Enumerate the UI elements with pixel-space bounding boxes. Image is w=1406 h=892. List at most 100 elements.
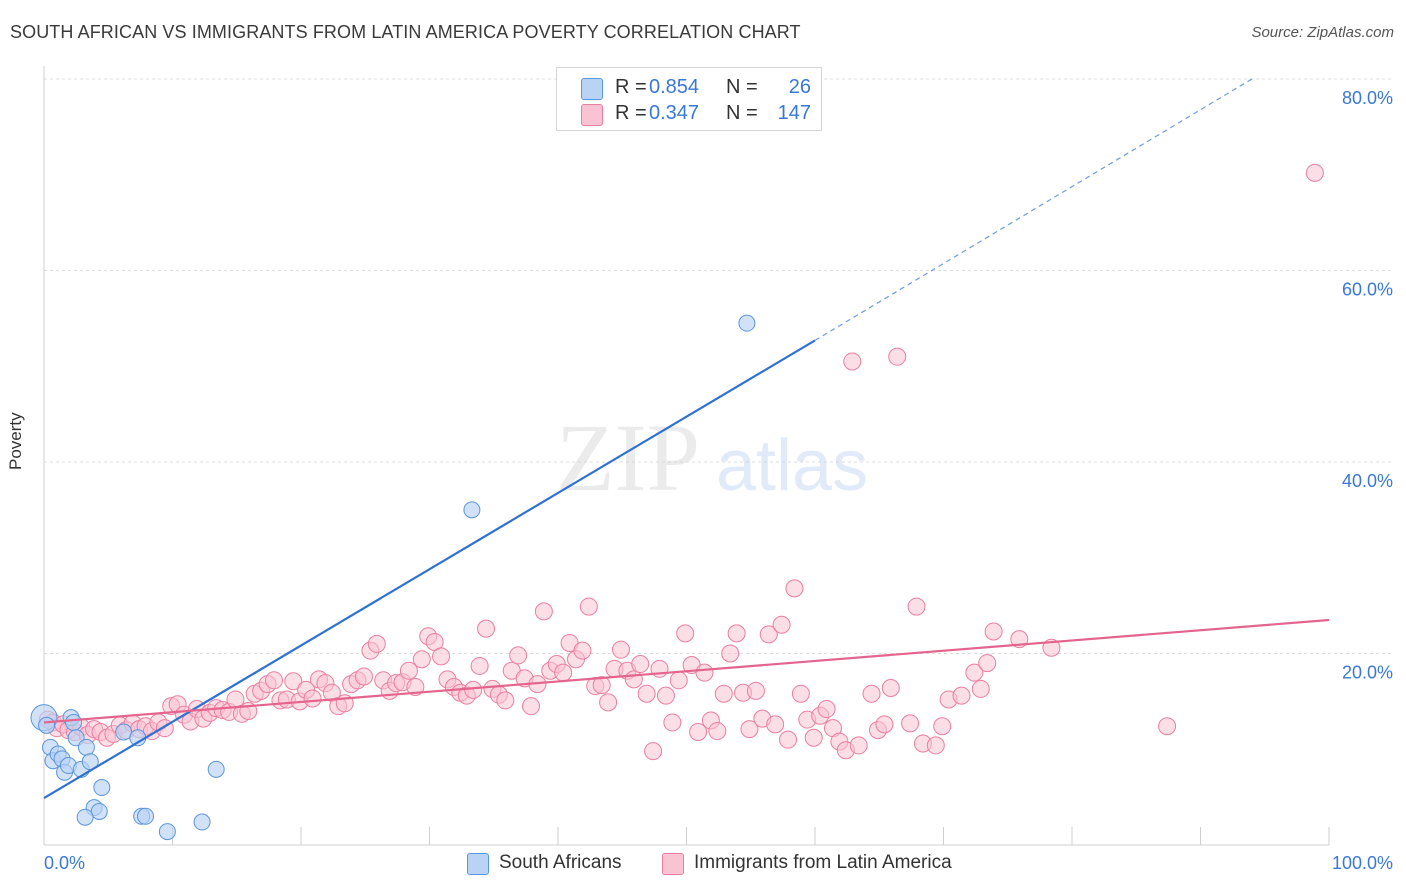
latin-america-point: [714, 684, 733, 703]
legend-swatch-pink: [581, 104, 603, 126]
south-african-point: [65, 713, 83, 731]
latin-america-point: [367, 634, 386, 653]
latin-america-point: [579, 597, 598, 616]
south-african-point: [90, 802, 108, 820]
latin-america-point: [509, 646, 528, 665]
latin-america-point: [522, 697, 541, 716]
legend-r-label: R =: [615, 76, 647, 98]
latin-america-point: [740, 720, 759, 739]
latin-america-point: [708, 722, 727, 741]
latin-america-point: [759, 625, 778, 644]
south-african-point: [193, 813, 211, 831]
bottom-legend-swatch-blue: [467, 853, 489, 875]
latin-america-trend-line: [43, 618, 1330, 724]
latin-america-point: [888, 347, 907, 366]
south-african-point: [463, 501, 481, 519]
latin-america-point: [881, 678, 900, 697]
latin-america-point: [721, 644, 740, 663]
latin-america-point: [849, 736, 868, 755]
latin-america-point: [470, 656, 489, 675]
chart-title: SOUTH AFRICAN VS IMMIGRANTS FROM LATIN A…: [10, 22, 801, 42]
latin-america-point: [496, 691, 515, 710]
latin-america-point: [785, 579, 804, 598]
tick-labels: 20.0% 40.0% 60.0% 80.0% 0.0% 100.0%: [44, 88, 1393, 873]
latin-america-point: [695, 663, 714, 682]
latin-america-point: [907, 597, 926, 616]
south-african-point: [77, 738, 95, 756]
latin-america-point: [952, 686, 971, 705]
y-tick-label: 40.0%: [1342, 471, 1393, 491]
latin-america-point: [965, 663, 984, 682]
latin-america-point: [573, 641, 592, 660]
south-africans-points: [30, 314, 756, 841]
legend-r-value: 0.347: [649, 102, 700, 124]
bottom-legend-label: Immigrants from Latin America: [694, 852, 952, 873]
latin-america-point: [637, 684, 656, 703]
latin-america-point: [303, 689, 322, 708]
latin-america-point: [412, 650, 431, 669]
latin-america-point: [676, 624, 695, 643]
latin-america-point: [669, 671, 688, 690]
y-tick-label: 60.0%: [1342, 280, 1393, 300]
trend-lines: [43, 78, 1330, 800]
latin-america-point: [779, 730, 798, 749]
latin-america-point: [746, 681, 765, 700]
latin-america-point: [791, 684, 810, 703]
latin-america-point: [644, 742, 663, 761]
latin-america-point: [599, 693, 618, 712]
legend-n-value: 147: [777, 102, 811, 124]
south-african-point: [115, 723, 133, 741]
legend-n-value: 26: [788, 76, 811, 98]
latin-america-point: [843, 352, 862, 371]
bottom-legend-swatch-pink: [662, 853, 684, 875]
latin-america-point: [611, 640, 630, 659]
latin-america-point: [432, 647, 451, 666]
latin-america-point: [804, 728, 823, 747]
watermark: ZIP atlas: [556, 404, 868, 511]
y-axis-label: Poverty: [6, 412, 25, 470]
latin-america-point: [901, 714, 920, 733]
latin-america-point: [984, 622, 1003, 641]
latin-america-point: [406, 678, 425, 697]
latin-america-point: [464, 680, 483, 699]
latin-america-point: [656, 686, 675, 705]
south-african-point: [207, 760, 225, 778]
latin-america-point: [766, 715, 785, 734]
south-african-point: [38, 716, 56, 734]
latin-america-point: [978, 654, 997, 673]
latin-america-point: [554, 663, 573, 682]
latin-america-point: [631, 655, 650, 674]
legend-r-label: R =: [615, 102, 647, 124]
source-label: Source: ZipAtlas.com: [1251, 24, 1394, 41]
latin-america-point: [926, 736, 945, 755]
correlation-legend: R = 0.854 N = 26 R = 0.347 N = 147: [556, 67, 822, 131]
latin-america-point: [284, 672, 303, 691]
watermark-atlas: atlas: [716, 426, 868, 506]
latin-america-point: [354, 667, 373, 686]
south-african-point: [137, 807, 155, 825]
watermark-zip: ZIP: [556, 404, 700, 511]
grid-lines: [44, 78, 1392, 654]
legend-r-value: 0.854: [649, 76, 700, 98]
south-africans-trend-extension: [814, 78, 1253, 341]
x-tick-label: 100.0%: [1332, 853, 1393, 873]
legend-n-label: N =: [726, 76, 758, 98]
south-africans-trend-line: [43, 339, 816, 800]
latin-america-point: [534, 602, 553, 621]
x-tick-label: 0.0%: [44, 853, 85, 873]
latin-america-point: [399, 661, 418, 680]
latin-america-point: [1305, 163, 1324, 182]
south-african-point: [93, 779, 111, 797]
legend-n-label: N =: [726, 102, 758, 124]
latin-america-point: [772, 615, 791, 634]
latin-america-point: [933, 717, 952, 736]
legend-swatch-blue: [581, 78, 603, 100]
south-african-point: [738, 314, 756, 332]
latin-america-point: [265, 671, 284, 690]
latin-america-point: [477, 619, 496, 638]
bottom-legend-label: South Africans: [499, 852, 622, 873]
y-tick-label: 80.0%: [1342, 88, 1393, 108]
latin-america-point: [592, 676, 611, 695]
latin-america-point: [689, 723, 708, 742]
south-african-point: [76, 808, 94, 826]
